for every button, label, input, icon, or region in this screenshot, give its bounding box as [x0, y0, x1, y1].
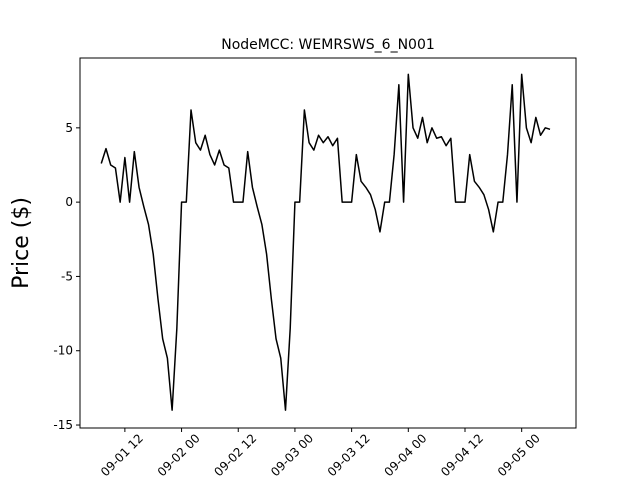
y-tick-label: 0 — [65, 195, 73, 209]
y-tick-label: -5 — [61, 269, 73, 283]
x-tick-label: 09-05 00 — [495, 431, 543, 479]
chart-title: NodeMCC: WEMRSWS_6_N001 — [221, 37, 435, 53]
x-tick-label: 09-02 00 — [155, 431, 203, 479]
x-tick-label: 09-03 12 — [325, 431, 373, 479]
x-tick-label: 09-04 12 — [438, 431, 486, 479]
x-tick-label: 09-01 12 — [98, 431, 146, 479]
x-tick-label: 09-03 00 — [268, 431, 316, 479]
y-axis-label: Price ($) — [9, 197, 34, 289]
x-tick-label: 09-02 12 — [211, 431, 259, 479]
line — [100, 73, 551, 411]
y-tick-label: -15 — [53, 418, 73, 432]
plot-frame — [79, 57, 577, 429]
y-tick-label: -10 — [53, 344, 73, 358]
y-tick-label: 5 — [65, 121, 73, 135]
x-tick-label: 09-04 00 — [381, 431, 429, 479]
